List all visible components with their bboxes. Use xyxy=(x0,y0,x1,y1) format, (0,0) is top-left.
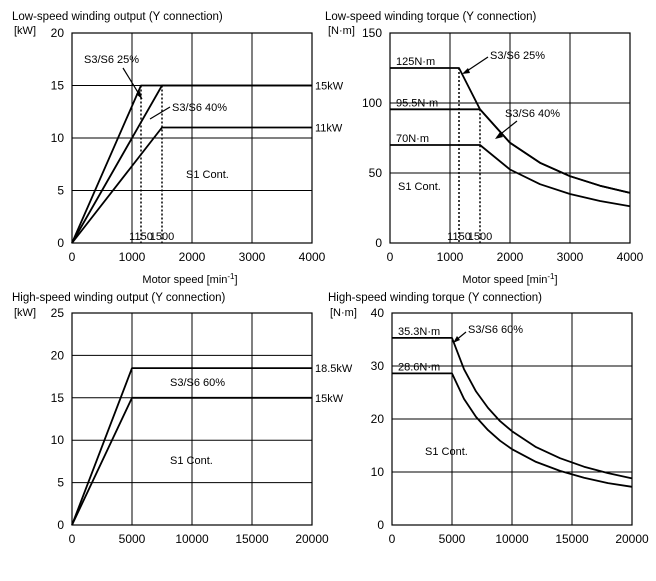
chart-title: Low-speed winding torque (Y connection) xyxy=(325,11,537,23)
x-tick-label: 3000 xyxy=(557,250,584,264)
series-label-s1-cont: S1 Cont. xyxy=(398,181,441,193)
series-line-0 xyxy=(392,336,633,480)
speed-marker-label: 1150 xyxy=(129,231,153,243)
y-axis-unit: [N·m] xyxy=(330,307,357,319)
x-tick-label: 5000 xyxy=(439,532,466,546)
series-label-s3-s6-60: S3/S6 60% xyxy=(170,377,225,389)
series-label-s3-s6-40: S3/S6 40% xyxy=(505,108,560,120)
series-label-s1-cont: S1 Cont. xyxy=(170,455,213,467)
x-tick-label: 1000 xyxy=(437,250,464,264)
chart-high-speed-output: High-speed winding output (Y connection)… xyxy=(12,292,353,546)
series-line-1 xyxy=(390,108,631,194)
series-line-1 xyxy=(71,84,312,244)
x-tick-label: 2000 xyxy=(179,250,206,264)
series-line-2 xyxy=(390,144,631,208)
y-tick-label: 10 xyxy=(371,465,385,479)
x-tick-label: 10000 xyxy=(175,532,209,546)
y-tick-label: 20 xyxy=(371,412,385,426)
x-tick-label: 4000 xyxy=(299,250,326,264)
y-tick-label: 20 xyxy=(51,348,65,362)
right-value-label: 15kW xyxy=(315,393,344,405)
left-value-label: 35.3N·m xyxy=(398,326,440,338)
y-tick-label: 50 xyxy=(369,166,383,180)
x-tick-label: 15000 xyxy=(235,532,269,546)
x-tick-label: 0 xyxy=(69,532,76,546)
y-tick-label: 30 xyxy=(371,359,385,373)
x-tick-label: 20000 xyxy=(615,532,649,546)
x-tick-label: 0 xyxy=(69,250,76,264)
x-tick-label: 20000 xyxy=(295,532,329,546)
right-value-label: 11kW xyxy=(315,123,343,135)
x-tick-label: 10000 xyxy=(495,532,529,546)
chart-low-speed-output: Low-speed winding output (Y connection) … xyxy=(12,11,344,286)
series-label-s3-s6-40: S3/S6 40% xyxy=(172,102,227,114)
left-value-label: 70N·m xyxy=(396,133,429,145)
y-tick-label: 0 xyxy=(377,518,384,532)
x-tick-label: 0 xyxy=(387,250,394,264)
chart-title: Low-speed winding output (Y connection) xyxy=(12,11,223,23)
series-label-s1-cont: S1 Cont. xyxy=(186,169,229,181)
y-axis-unit: [kW] xyxy=(14,25,36,37)
speed-marker-label: 1500 xyxy=(150,231,174,243)
series-label-s3-s6-60: S3/S6 60% xyxy=(468,324,523,336)
x-tick-label: 3000 xyxy=(239,250,266,264)
plot-frame xyxy=(389,32,631,244)
x-tick-label: 15000 xyxy=(555,532,589,546)
series-label-s3-s6-25: S3/S6 25% xyxy=(84,54,139,66)
x-tick-label: 4000 xyxy=(617,250,644,264)
plot-frame xyxy=(71,312,313,526)
y-axis-unit: [N·m] xyxy=(328,25,355,37)
arrow-head xyxy=(136,91,142,99)
x-axis-label: Motor speed [min-1] xyxy=(142,272,237,286)
x-tick-label: 1000 xyxy=(119,250,146,264)
y-axis-unit: [kW] xyxy=(14,307,36,319)
speed-marker-label: 1500 xyxy=(468,231,492,243)
chart-low-speed-torque: Low-speed winding torque (Y connection) … xyxy=(325,11,644,286)
series-line-1 xyxy=(392,372,633,488)
chart-title: High-speed winding output (Y connection) xyxy=(12,292,225,304)
chart-title: High-speed winding torque (Y connection) xyxy=(328,292,542,304)
series-line-2 xyxy=(71,126,312,244)
x-tick-label: 0 xyxy=(389,532,396,546)
y-tick-label: 0 xyxy=(57,236,64,250)
y-tick-label: 5 xyxy=(57,476,64,490)
plot-frame xyxy=(71,32,313,244)
x-tick-label: 2000 xyxy=(497,250,524,264)
arrow-head xyxy=(462,68,470,74)
y-tick-label: 15 xyxy=(51,391,65,405)
y-tick-label: 10 xyxy=(51,131,65,145)
y-tick-label: 20 xyxy=(51,26,65,40)
x-axis-label: Motor speed [min-1] xyxy=(462,272,557,286)
y-tick-label: 15 xyxy=(51,79,65,93)
arrow-head xyxy=(495,132,503,139)
right-value-label: 18.5kW xyxy=(315,363,353,375)
series-label-s3-s6-25: S3/S6 25% xyxy=(490,50,545,62)
y-tick-label: 40 xyxy=(371,306,385,320)
left-value-label: 28.6N·m xyxy=(398,361,440,373)
y-tick-label: 100 xyxy=(362,96,382,110)
y-tick-label: 0 xyxy=(57,518,64,532)
plot-frame xyxy=(391,312,633,526)
series-label-arrow xyxy=(149,106,171,120)
series-line-0 xyxy=(71,367,312,526)
left-value-label: 95.5N·m xyxy=(396,97,438,109)
y-tick-label: 5 xyxy=(57,184,64,198)
y-tick-label: 150 xyxy=(362,26,382,40)
arrow-head xyxy=(453,336,460,343)
series-line-1 xyxy=(71,396,312,526)
y-tick-label: 25 xyxy=(51,306,65,320)
chart-high-speed-torque: High-speed winding torque (Y connection)… xyxy=(328,292,649,546)
x-tick-label: 5000 xyxy=(119,532,146,546)
y-tick-label: 0 xyxy=(375,236,382,250)
right-value-label: 15kW xyxy=(315,81,344,93)
series-label-s1-cont: S1 Cont. xyxy=(425,446,468,458)
left-value-label: 125N·m xyxy=(396,56,435,68)
speed-marker-label: 1150 xyxy=(447,231,471,243)
y-tick-label: 10 xyxy=(51,433,65,447)
